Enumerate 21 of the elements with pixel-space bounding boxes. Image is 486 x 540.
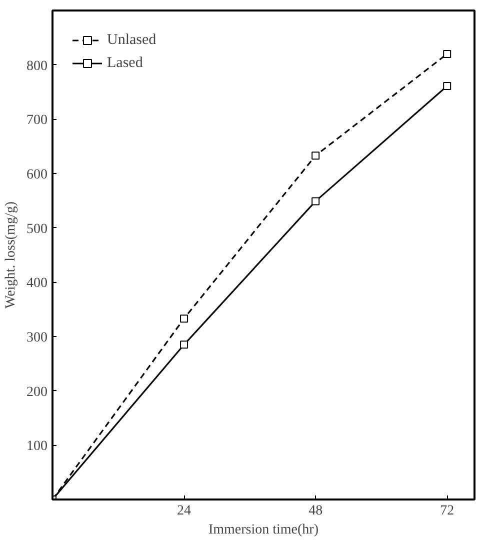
y-tick-label: 400 [26, 276, 48, 292]
point [443, 82, 452, 90]
y-tick-label: 300 [26, 330, 48, 346]
x-tick-label: 72 [440, 504, 454, 518]
y-tick-label: 200 [26, 384, 48, 400]
y-tick-label: 600 [26, 168, 48, 182]
y-tick-label: 700 [26, 113, 48, 128]
legend-label: Unlased [107, 32, 156, 48]
point [180, 340, 188, 349]
x-axis-title: Immersion time(hr) [208, 522, 319, 538]
legend-label: Lased [107, 54, 143, 72]
point [443, 50, 452, 58]
y-axis-title: Weight. loss(mg/g) [4, 201, 18, 308]
point [180, 314, 188, 323]
x-tick-label: 48 [308, 504, 323, 518]
x-tick-label: 24 [177, 504, 192, 518]
y-tick-label: 100 [26, 439, 48, 454]
y-tick-label: 800 [26, 58, 48, 74]
point [312, 197, 320, 206]
point [312, 152, 320, 160]
y-tick-label: 500 [26, 222, 48, 237]
